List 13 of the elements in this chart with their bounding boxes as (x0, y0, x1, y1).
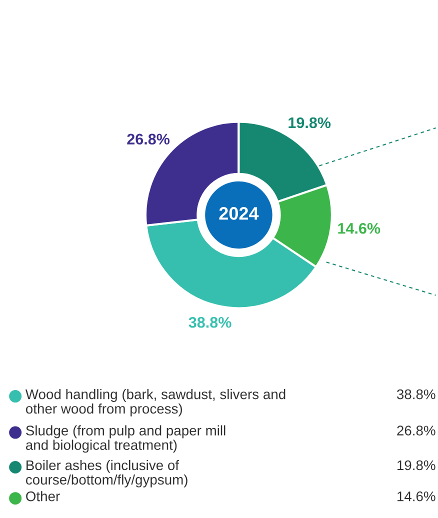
data-label: 14.6% (338, 222, 380, 234)
data-label: 19.8% (288, 117, 331, 128)
data-label: 38.8% (188, 316, 232, 328)
data-label: 26.8% (127, 134, 170, 145)
text: 26.8% (397, 426, 436, 436)
text: 38.8% (396, 389, 436, 400)
legend-label: Boiler ashes (inclusive of course/bottom/fly/gypsum) (26, 460, 188, 488)
legend-label: Wood handling (bark, sawdust, slivers and other wood from process) (25, 389, 286, 416)
legend-label: Sludge (from pulp and paper mill and biological treatment) (26, 425, 226, 453)
text: 14.6% (397, 491, 436, 502)
legend-label: Other (26, 491, 60, 502)
text: 19.8% (397, 460, 436, 470)
text: 2024 (219, 207, 259, 220)
